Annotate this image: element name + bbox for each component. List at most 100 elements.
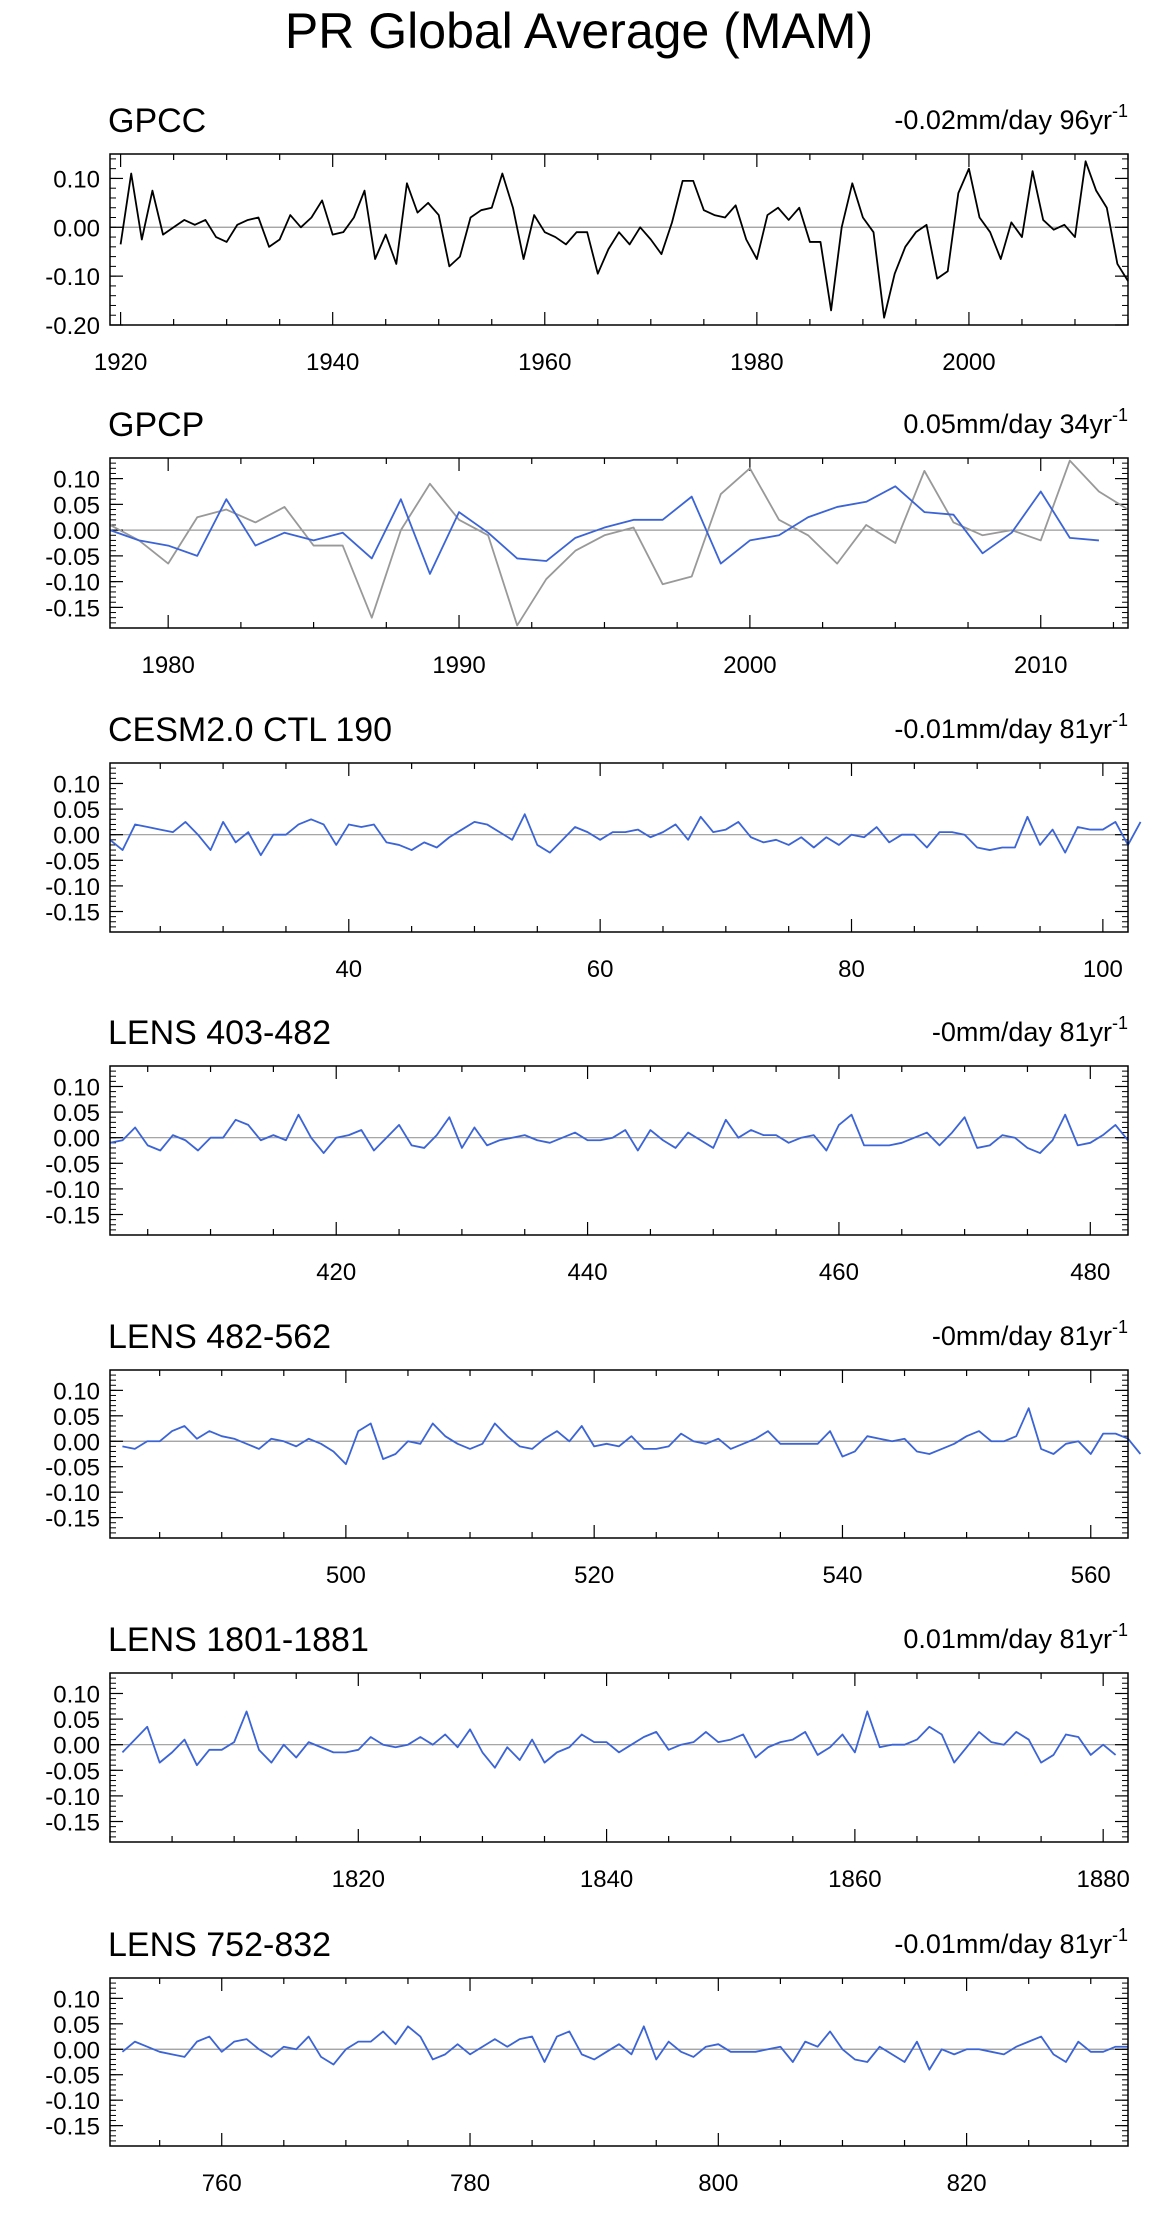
series-line-blue: [109, 485, 1099, 575]
trend-label: -0mm/day 81yr-1: [932, 1013, 1128, 1047]
y-tick-label: 0.00: [53, 215, 100, 242]
y-tick-label: -0.05: [45, 848, 100, 875]
figure-title: PR Global Average (MAM): [284, 3, 874, 59]
y-tick-label: 0.05: [53, 2012, 100, 2039]
y-tick-label: -0.05: [45, 544, 100, 571]
y-tick-label: -0.15: [45, 1506, 100, 1533]
x-tick-label: 2010: [1014, 652, 1067, 679]
y-tick-label: 0.00: [53, 1733, 100, 1760]
series-line-blue: [109, 1113, 1129, 1154]
x-tick-label: 1880: [1076, 1866, 1129, 1893]
x-tick-label: 2000: [942, 349, 995, 376]
x-tick-label: 60: [587, 956, 614, 983]
series-line-blue: [109, 813, 1142, 857]
y-tick-label: 0.05: [53, 492, 100, 519]
series-line-blue: [121, 2025, 1128, 2071]
panel-title: LENS 752-832: [108, 1926, 331, 1964]
x-tick-label: 780: [450, 2170, 490, 2197]
x-tick-label: 480: [1070, 1259, 1110, 1286]
panel-title: GPCC: [108, 102, 206, 140]
y-tick-label: 0.05: [53, 1100, 100, 1127]
y-tick-label: 0.00: [53, 823, 100, 850]
panel-title: LENS 403-482: [108, 1014, 331, 1052]
y-tick-label: 0.05: [53, 1707, 100, 1734]
y-tick-label: -0.05: [45, 1455, 100, 1482]
x-tick-label: 500: [326, 1562, 366, 1589]
panel-title: GPCP: [108, 406, 204, 444]
y-tick-label: -0.05: [45, 2063, 100, 2090]
y-tick-label: -0.15: [45, 2114, 100, 2141]
series-line-blue: [121, 1710, 1117, 1769]
y-tick-label: -0.15: [45, 595, 100, 622]
y-tick-label: 0.00: [53, 518, 100, 545]
x-tick-label: 440: [568, 1259, 608, 1286]
panel-2: GPCP 0.05mm/day 34yr-1 -0.15-0.10-0.050.00…: [45, 405, 1129, 679]
series-line-black: [119, 160, 1129, 319]
y-tick-label: 0.00: [53, 1126, 100, 1153]
plot-frame: [109, 762, 1129, 933]
y-tick-label: -0.05: [45, 1758, 100, 1785]
y-tick-label: -0.10: [45, 1177, 100, 1204]
trend-label: -0.01mm/day 81yr-1: [894, 710, 1128, 744]
y-tick-label: 0.10: [53, 771, 100, 798]
panel-1: GPCC -0.02mm/day 96yr-1 -0.20 -0.10 0.00 0.10…: [45, 101, 1129, 376]
panel-4: LENS 403-482 -0mm/day 81yr-1 -0.15-0.10-0.…: [45, 1013, 1129, 1286]
y-tick-label: 0.00: [53, 2037, 100, 2064]
y-tick-label: -0.05: [45, 1151, 100, 1178]
trend-label: 0.01mm/day 81yr-1: [903, 1620, 1128, 1654]
plot-frame: [109, 1065, 1129, 1236]
panel-title: LENS 482-562: [108, 1318, 331, 1356]
trend-label: -0.02mm/day 96yr-1: [894, 101, 1128, 135]
x-tick-label: 1820: [332, 1866, 385, 1893]
y-tick-label: -0.10: [45, 2088, 100, 2115]
x-tick-label: 800: [698, 2170, 738, 2197]
y-tick-label: -0.15: [45, 1810, 100, 1837]
x-tick-label: 2000: [723, 652, 776, 679]
y-tick-label: -0.10: [45, 570, 100, 597]
x-tick-label: 760: [202, 2170, 242, 2197]
series-line-blue: [122, 1407, 1142, 1466]
y-tick-label: 0.10: [53, 1986, 100, 2013]
y-tick-label: 0.05: [53, 797, 100, 824]
trend-label: 0.05mm/day 34yr-1: [903, 405, 1128, 439]
panel-3: CESM2.0 CTL 190 -0.01mm/day 81yr-1-0.15-0…: [45, 710, 1142, 983]
y-tick-label: 0.10: [53, 1378, 100, 1405]
y-tick-label: -0.15: [45, 900, 100, 927]
y-tick-label: -0.10: [45, 874, 100, 901]
plot-frame: [109, 153, 1129, 326]
y-tick-label: -0.20: [45, 313, 100, 340]
plot-frame: [109, 1977, 1129, 2147]
x-tick-label: 100: [1083, 956, 1123, 983]
panel-7: LENS 752-832 -0.01mm/day 81yr-1 -0.15-0.10…: [45, 1925, 1129, 2197]
y-tick-label: 0.00: [53, 1429, 100, 1456]
y-tick-label: 0.05: [53, 1404, 100, 1431]
series-line-gray: [109, 459, 1129, 627]
x-tick-label: 80: [838, 956, 865, 983]
y-tick-label: 0.10: [53, 467, 100, 494]
x-tick-label: 520: [574, 1562, 614, 1589]
y-tick-label: 0.10: [53, 1074, 100, 1101]
y-tick-label: -0.10: [45, 1784, 100, 1811]
x-tick-label: 40: [335, 956, 362, 983]
y-tick-label: -0.15: [45, 1203, 100, 1230]
plot-frame: [109, 457, 1129, 629]
x-tick-label: 540: [822, 1562, 862, 1589]
x-tick-label: 420: [316, 1259, 356, 1286]
y-tick-label: -0.10: [45, 264, 100, 291]
y-tick-label: 0.10: [53, 1681, 100, 1708]
x-tick-label: 1860: [828, 1866, 881, 1893]
trend-label: -0.01mm/day 81yr-1: [894, 1925, 1128, 1959]
trend-label: -0mm/day 81yr-1: [932, 1317, 1128, 1351]
y-tick-label: -0.10: [45, 1480, 100, 1507]
x-tick-label: 1980: [141, 652, 194, 679]
x-tick-label: 560: [1071, 1562, 1111, 1589]
x-tick-label: 1980: [730, 349, 783, 376]
x-tick-label: 1940: [306, 349, 359, 376]
y-tick-label: 0.10: [53, 166, 100, 193]
x-tick-label: 820: [947, 2170, 987, 2197]
x-tick-label: 460: [819, 1259, 859, 1286]
x-tick-label: 1840: [580, 1866, 633, 1893]
x-tick-label: 1960: [518, 349, 571, 376]
plot-frame: [109, 1672, 1129, 1843]
